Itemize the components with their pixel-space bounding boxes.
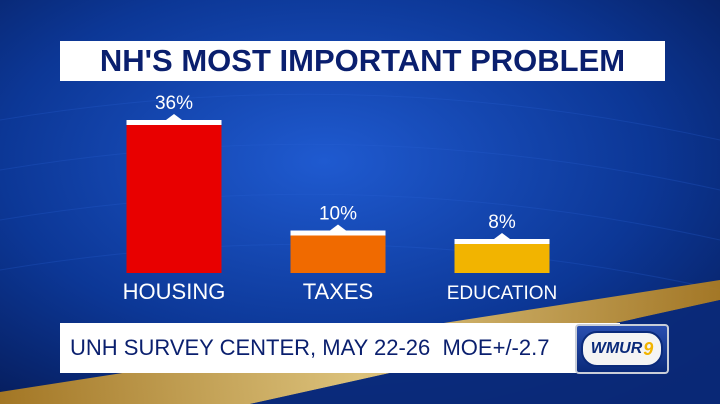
source-bar: UNH SURVEY CENTER, MAY 22-26 MOE+/-2.7 xyxy=(60,323,620,373)
title-bar: NH'S MOST IMPORTANT PROBLEM xyxy=(60,41,665,81)
bar-education xyxy=(454,239,550,273)
source-text: UNH SURVEY CENTER, MAY 22-26 MOE+/-2.7 xyxy=(70,335,550,360)
category-label-housing: HOUSING xyxy=(123,279,226,304)
logo-number: 9 xyxy=(643,338,654,359)
category-label-education: EDUCATION xyxy=(447,283,557,304)
bar-taxes xyxy=(290,230,386,273)
wmur-logo-badge: WMUR 9 xyxy=(581,331,663,367)
bar-cap-taxes xyxy=(290,224,386,236)
value-label-education: 8% xyxy=(488,212,516,233)
bar-cap-housing xyxy=(126,114,222,125)
wmur-logo: WMUR 9 xyxy=(575,324,669,374)
bar-housing xyxy=(126,120,222,273)
category-label-taxes: TAXES xyxy=(303,279,374,304)
page-title: NH'S MOST IMPORTANT PROBLEM xyxy=(99,43,626,78)
value-label-taxes: 10% xyxy=(319,204,357,225)
bar-cap-education xyxy=(454,233,550,244)
value-label-housing: 36% xyxy=(155,93,193,114)
logo-text: WMUR xyxy=(590,340,643,357)
